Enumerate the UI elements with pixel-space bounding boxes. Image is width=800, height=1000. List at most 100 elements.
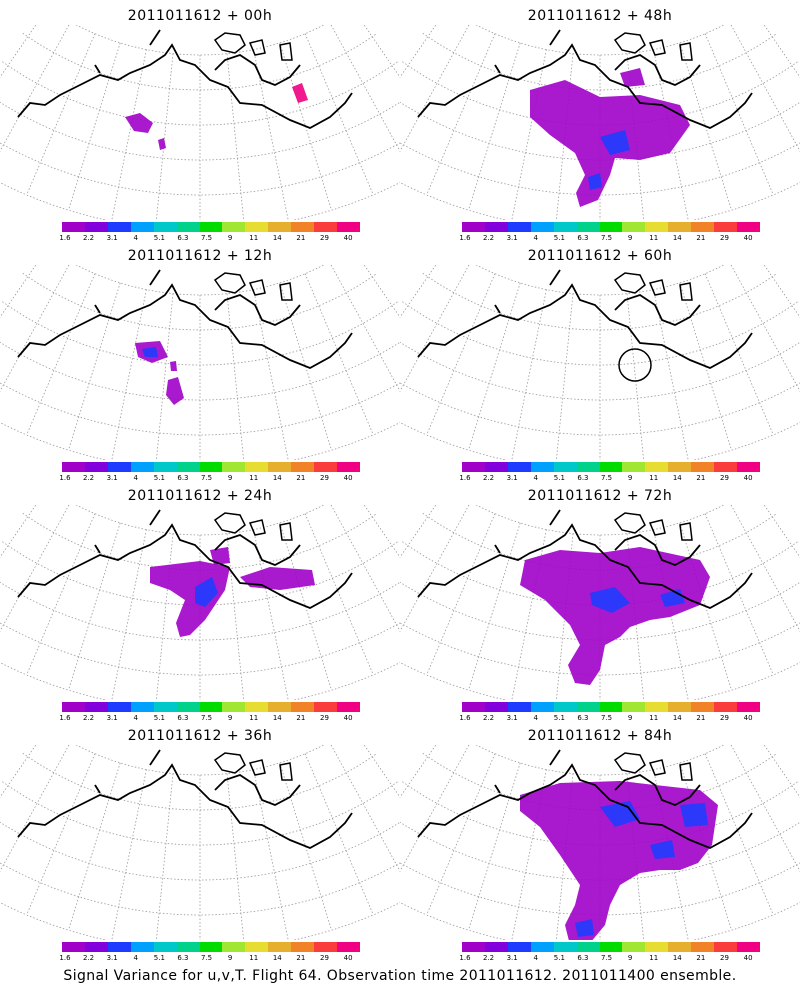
arctic-islands [213,512,293,541]
variance-region [125,113,153,133]
colorbar-swatch [130,222,154,232]
colorbar-tick-label: 5.1 [553,234,565,242]
arctic-islands [613,272,693,301]
panel-title: 2011011612 + 72h [527,488,673,504]
figure-caption: Signal Variance for u,v,T. Flight 64. Ob… [63,968,737,984]
coastline [417,509,753,609]
colorbar-swatch [691,702,715,712]
map-plot [400,25,800,220]
colorbar-tick-label: 9 [627,714,633,722]
colorbar-swatch [668,462,692,472]
colorbar-swatch [337,462,360,472]
colorbar-tick-label: 21 [696,714,706,722]
colorbar-labels: 1.6 2.2 3.1 4 5.1 6.3 7.5 9 11 14 21 29 40 [459,474,760,484]
graticule [0,505,400,700]
colorbar-tick-label: 6.3 [577,234,589,242]
colorbar-swatch [714,462,738,472]
forecast-panel: 2011011612 + 36h 1.6 2.2 3.1 4 5.1 6.3 7.5 9 11 14… [0,720,400,970]
colorbar-tick-label: 5.1 [153,474,165,482]
variance-region [650,840,675,859]
panel-title: 2011011612 + 60h [527,248,673,264]
panel-title: 2011011612 + 00h [127,8,273,24]
colorbar-tick-label: 40 [743,234,753,242]
colorbar-tick-label: 2.2 [82,234,95,242]
colorbar-swatch [622,942,646,952]
variance-region [166,377,184,405]
colorbar-tick-label: 11 [249,234,259,242]
graticule [400,265,800,460]
coastline [417,749,753,849]
colorbar-swatch [645,222,669,232]
colorbar-tick-label: 1.6 [459,234,471,242]
colorbar-tick-label: 3.1 [506,474,518,482]
colorbar-swatch [199,942,223,952]
colorbar-swatch [84,702,108,712]
flight-marker-circle [618,348,652,382]
colorbar-tick-label: 11 [249,954,259,962]
colorbar-tick-label: 21 [296,234,306,242]
colorbar-tick-label: 4 [133,474,138,482]
colorbar-swatch [622,222,646,232]
colorbar-tick-label: 6.3 [177,234,189,242]
colorbar-swatch [153,702,177,712]
arctic-islands [613,512,693,541]
colorbar-swatch [576,702,600,712]
colorbar-tick-label: 29 [320,234,329,242]
colorbar-tick-label: 21 [296,714,306,722]
variance-region [680,803,708,827]
colorbar-swatch [107,222,131,232]
colorbar-swatch [714,222,738,232]
colorbar-tick-label: 11 [649,474,659,482]
colorbar-swatch [599,702,623,712]
coastline [417,29,753,129]
colorbar-swatch [462,702,485,712]
colorbar-swatch [599,222,623,232]
colorbar-swatch [291,942,315,952]
colorbar-tick-label: 7.5 [200,234,213,242]
colorbar-tick-label: 14 [272,474,282,482]
colorbar-tick-label: 5.1 [553,714,565,722]
colorbar-tick-label: 21 [696,954,706,962]
colorbar-swatch [737,222,760,232]
colorbar-tick-label: 14 [272,234,282,242]
colorbar-tick-label: 9 [227,234,233,242]
colorbar [62,942,360,952]
colorbar-tick-label: 29 [720,954,729,962]
colorbar-swatch [268,222,292,232]
colorbar-labels: 1.6 2.2 3.1 4 5.1 6.3 7.5 9 11 14 21 29 40 [459,954,760,964]
colorbar-swatch [199,462,223,472]
colorbar-tick-label: 29 [320,714,329,722]
colorbar-swatch [507,702,531,712]
colorbar-tick-label: 14 [672,954,682,962]
colorbar-tick-label: 2.2 [82,714,95,722]
colorbar-tick-label: 1.6 [59,714,71,722]
colorbar-tick-label: 21 [296,954,306,962]
colorbar-swatch [314,702,338,712]
colorbar-tick-label: 11 [649,234,659,242]
colorbar-tick-label: 3.1 [506,234,518,242]
graticule [0,745,400,940]
colorbar-swatch [576,462,600,472]
graticule [0,265,400,460]
colorbar-tick-label: 2.2 [482,234,495,242]
colorbar-tick-label: 6.3 [577,714,589,722]
colorbar-swatch [222,462,246,472]
colorbar-swatch [107,702,131,712]
variance-region [210,547,230,565]
colorbar-swatch [245,462,269,472]
colorbar-swatch [507,942,531,952]
colorbar-tick-label: 29 [720,714,729,722]
forecast-panel: 2011011612 + 84h 1.6 2.2 3.1 4 5.1 6.3 7.5 9 11 14… [400,720,800,970]
coastline [17,29,353,129]
colorbar-swatch [599,462,623,472]
coastline [17,509,353,609]
map-plot [400,505,800,700]
colorbar-tick-label: 7.5 [600,234,613,242]
colorbar-labels: 1.6 2.2 3.1 4 5.1 6.3 7.5 9 11 14 21 29 40 [59,234,360,244]
colorbar-swatch [645,942,669,952]
colorbar-swatch [314,942,338,952]
colorbar-swatch [245,222,269,232]
colorbar-swatch [530,222,554,232]
colorbar-tick-label: 5.1 [553,954,565,962]
colorbar-tick-label: 4 [533,714,538,722]
